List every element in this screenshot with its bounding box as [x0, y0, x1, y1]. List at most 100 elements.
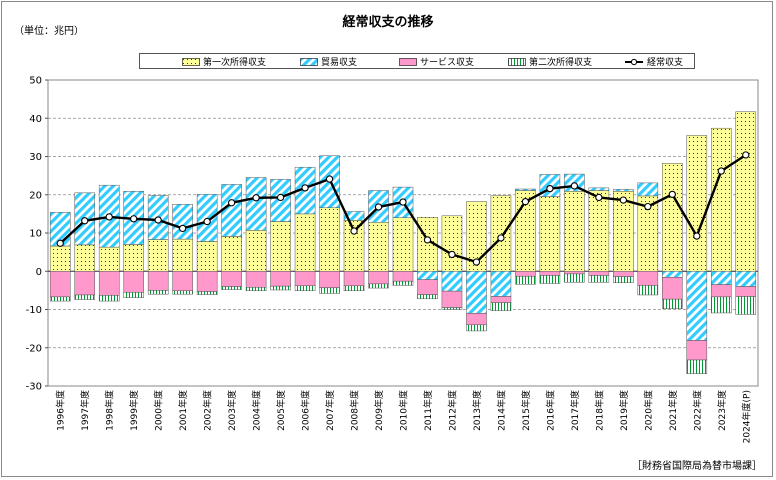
x-tick-label: 2018年度	[593, 390, 605, 431]
bar-secondary-income	[74, 294, 96, 300]
current-account-point	[521, 197, 530, 206]
bar-primary-income	[441, 215, 463, 272]
y-tick-label: 30	[29, 152, 42, 163]
bar-secondary-income	[564, 273, 585, 283]
x-tick-label: 2016年度	[544, 390, 556, 431]
bar-secondary-income	[490, 302, 512, 311]
bar-primary-income	[196, 241, 218, 272]
bar-trade-balance	[515, 188, 536, 191]
bar-services-balance	[368, 271, 389, 285]
bar-services-balance	[515, 271, 536, 277]
legend-label-current: 経常収支	[647, 58, 684, 68]
bar-primary-income	[539, 196, 561, 272]
current-account-point	[227, 199, 236, 207]
x-tick-label: 2006年度	[300, 390, 312, 431]
current-account-point	[350, 227, 358, 235]
bar-secondary-income	[147, 290, 169, 295]
bar-secondary-income	[343, 285, 365, 292]
x-tick-label: 2010年度	[398, 390, 410, 431]
bar-services-balance	[294, 271, 316, 287]
bar-primary-income	[74, 244, 96, 272]
current-account-point	[399, 198, 407, 206]
bar-services-balance	[392, 271, 414, 282]
x-tick-label: 2020年度	[642, 390, 654, 431]
bar-trade-balance	[686, 271, 708, 341]
bar-primary-income	[490, 195, 512, 272]
bar-trade-balance	[466, 271, 487, 314]
x-tick-label: 2000年度	[153, 390, 165, 431]
bar-primary-income	[245, 230, 267, 272]
bar-services-balance	[245, 271, 267, 288]
current-account-point	[693, 232, 701, 240]
legend-label-secondary: 第二次所得収支	[529, 58, 593, 68]
bar-trade-balance	[343, 211, 365, 221]
bar-trade-balance	[735, 271, 757, 287]
y-tick-label: 50	[29, 76, 42, 87]
legend-item-primary: 第一次所得収支	[182, 55, 266, 68]
bar-services-balance	[564, 271, 585, 275]
y-tick-label: -10	[26, 305, 42, 316]
x-tick-label: 2011年度	[422, 390, 434, 431]
bar-trade-balance	[221, 184, 242, 237]
bar-secondary-income	[221, 286, 242, 290]
bar-services-balance	[417, 279, 438, 295]
x-tick-label: 2019年度	[618, 390, 630, 431]
bar-secondary-income	[588, 275, 610, 283]
x-tick-label: 2012年度	[446, 390, 458, 431]
x-tick-label: 2002年度	[202, 390, 214, 431]
bar-secondary-income	[441, 307, 463, 310]
line-series	[56, 151, 750, 266]
x-tick-label: 2013年度	[471, 390, 483, 431]
bar-services-balance	[686, 340, 708, 361]
bar-secondary-income	[172, 290, 193, 295]
bar-primary-income	[294, 213, 316, 272]
bar-trade-balance	[172, 204, 193, 240]
bar-primary-income	[147, 239, 169, 272]
y-tick-label: 20	[29, 190, 42, 201]
legend-item-trade: 貿易収支	[300, 55, 357, 68]
bar-secondary-income	[196, 291, 218, 295]
bar-services-balance	[270, 271, 291, 287]
bar-services-balance	[319, 271, 340, 288]
current-account-point	[325, 175, 334, 183]
current-account-point	[644, 202, 652, 211]
x-tick-label: 2014年度	[495, 390, 507, 431]
bar-secondary-income	[662, 298, 683, 309]
bar-primary-income	[49, 245, 71, 272]
bar-services-balance	[221, 271, 242, 287]
bar-services-balance	[74, 271, 96, 296]
bar-trade-balance	[441, 271, 463, 292]
current-account-point	[668, 190, 676, 199]
bar-trade-balance	[637, 182, 659, 197]
x-tick-label: 1999年度	[128, 390, 140, 431]
x-tick-label: 2009年度	[373, 390, 385, 431]
bar-secondary-income	[368, 283, 389, 289]
current-account-point	[252, 194, 260, 202]
x-tick-label: 1998年度	[104, 390, 116, 431]
bar-secondary-income	[613, 276, 634, 283]
y-tick-label: 0	[36, 267, 42, 278]
unit-label: （単位：兆円）	[14, 26, 84, 37]
bar-primary-income	[172, 238, 193, 272]
bar-trade-balance	[613, 189, 634, 192]
bar-secondary-income	[735, 296, 757, 315]
bar-primary-income	[588, 190, 610, 272]
x-tick-label: 2008年度	[349, 390, 361, 431]
bar-primary-income	[735, 111, 757, 272]
bar-secondary-income	[515, 275, 536, 285]
current-account-point	[374, 203, 383, 211]
x-tick-label: 1996年度	[55, 390, 67, 431]
bar-services-balance	[172, 271, 193, 292]
x-tick-label: 2003年度	[226, 390, 238, 431]
bar-secondary-income	[294, 285, 316, 292]
current-account-point	[546, 184, 554, 193]
current-account-point	[130, 215, 138, 223]
bar-secondary-income	[270, 285, 291, 291]
current-account-point	[179, 224, 187, 233]
current-account-point	[570, 182, 579, 190]
x-tick-label: 2024年度(P)	[740, 390, 752, 443]
x-tick-label: 1997年度	[79, 390, 91, 431]
current-account-point	[276, 193, 285, 202]
current-account-point	[497, 234, 505, 242]
